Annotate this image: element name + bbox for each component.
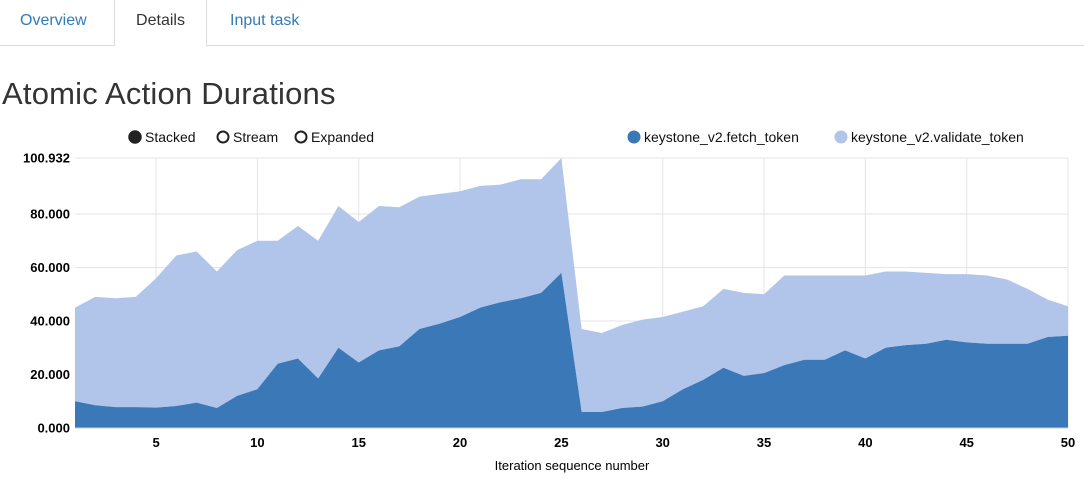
legend-label-fetch-token[interactable]: keystone_v2.fetch_token bbox=[644, 129, 799, 145]
x-axis-title: Iteration sequence number bbox=[495, 458, 650, 473]
x-tick-label: 25 bbox=[554, 435, 568, 450]
legend-item-fetch-token[interactable]: keystone_v2.fetch_token bbox=[627, 129, 799, 145]
x-tick-label: 35 bbox=[757, 435, 771, 450]
x-tick-label: 15 bbox=[351, 435, 365, 450]
stacked-area-chart: Stacked Stream Expanded keystone_v2.fetc… bbox=[23, 129, 1075, 473]
expanded-radio-icon[interactable] bbox=[294, 130, 308, 144]
control-stacked[interactable]: Stacked bbox=[128, 129, 196, 145]
x-tick-label: 10 bbox=[250, 435, 264, 450]
legend-swatch-fetch-token[interactable] bbox=[627, 130, 641, 144]
page-title: Atomic Action Durations bbox=[2, 76, 336, 111]
y-tick-label: 0.000 bbox=[37, 421, 70, 436]
area-layer bbox=[75, 158, 1068, 428]
axes: 0.000 20.000 40.000 60.000 80.000 100.932 5 10 1… bbox=[23, 151, 1075, 451]
legend-swatch-validate-token[interactable] bbox=[834, 130, 848, 144]
y-tick-label: 20.000 bbox=[30, 367, 70, 382]
tab-details[interactable]: Details bbox=[114, 0, 207, 47]
control-stream[interactable]: Stream bbox=[216, 129, 279, 145]
chart-mode-controls: Stacked Stream Expanded bbox=[128, 129, 375, 145]
x-tick-label: 5 bbox=[152, 435, 159, 450]
area-fetch-token[interactable] bbox=[75, 272, 1068, 428]
stream-radio-icon[interactable] bbox=[216, 130, 230, 144]
control-expanded-label[interactable]: Expanded bbox=[311, 129, 374, 145]
stacked-radio-icon[interactable] bbox=[128, 130, 142, 144]
legend-label-validate-token[interactable]: keystone_v2.validate_token bbox=[851, 129, 1024, 145]
chart-legend: keystone_v2.fetch_token keystone_v2.vali… bbox=[627, 129, 1024, 145]
area-validate-token[interactable] bbox=[75, 158, 1068, 412]
x-tick-label: 20 bbox=[453, 435, 467, 450]
y-tick-label: 40.000 bbox=[30, 313, 70, 328]
x-tick-label: 50 bbox=[1061, 435, 1075, 450]
control-expanded[interactable]: Expanded bbox=[294, 129, 375, 145]
y-tick-label: 100.932 bbox=[23, 151, 70, 166]
control-stacked-label[interactable]: Stacked bbox=[145, 129, 196, 145]
y-tick-label: 60.000 bbox=[30, 260, 70, 275]
x-tick-label: 45 bbox=[959, 435, 973, 450]
tab-bar: Overview Details Input task bbox=[0, 0, 1084, 47]
control-stream-label[interactable]: Stream bbox=[233, 129, 278, 145]
y-tick-label: 80.000 bbox=[30, 206, 70, 221]
x-tick-label: 40 bbox=[858, 435, 872, 450]
legend-item-validate-token[interactable]: keystone_v2.validate_token bbox=[834, 129, 1024, 145]
tab-overview[interactable]: Overview bbox=[20, 12, 87, 29]
tab-input-task[interactable]: Input task bbox=[230, 12, 300, 29]
x-tick-label: 30 bbox=[655, 435, 669, 450]
